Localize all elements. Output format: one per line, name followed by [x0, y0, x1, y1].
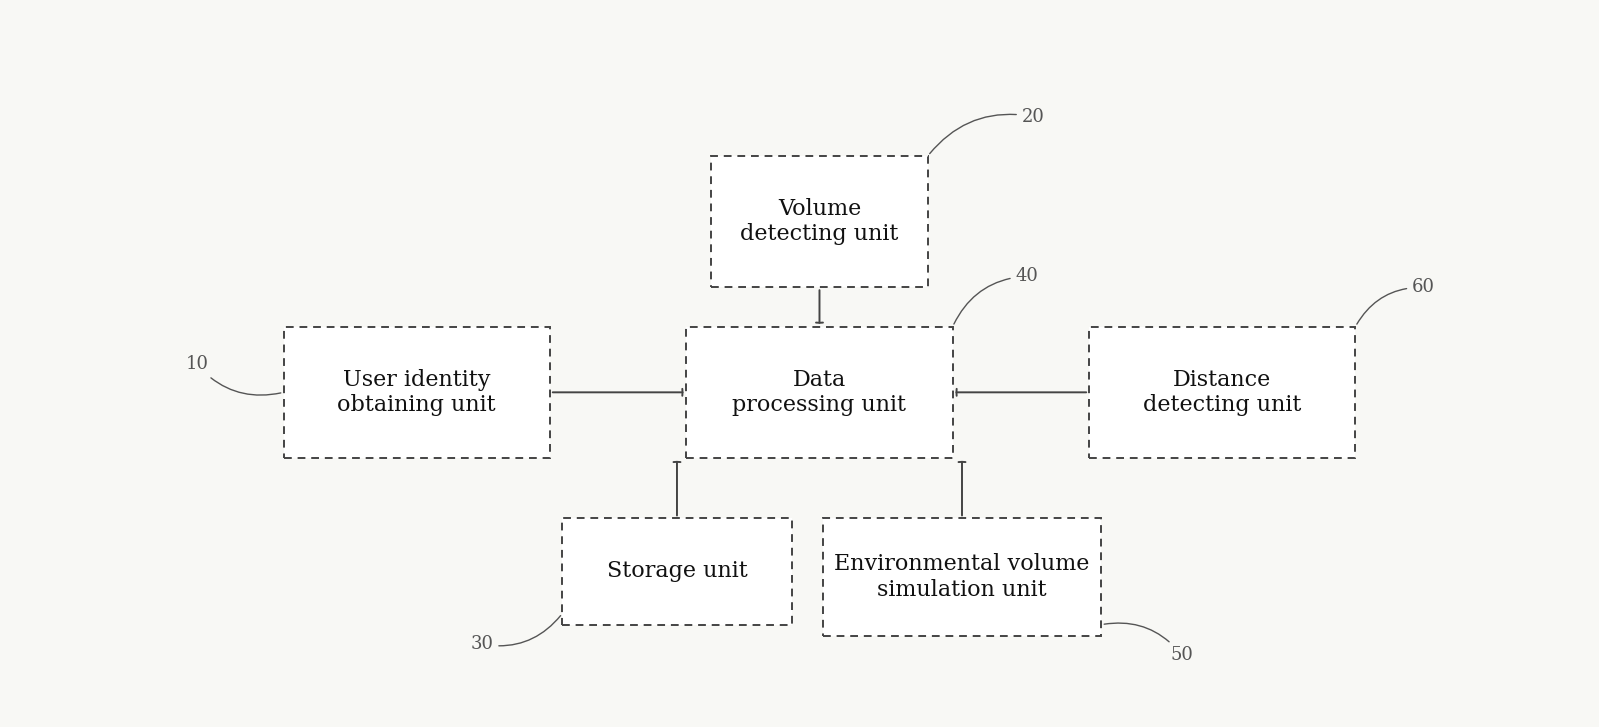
- Text: User identity
obtaining unit: User identity obtaining unit: [337, 369, 496, 416]
- Text: 30: 30: [470, 616, 561, 654]
- FancyBboxPatch shape: [283, 326, 550, 458]
- Text: Distance
detecting unit: Distance detecting unit: [1143, 369, 1302, 416]
- Text: 10: 10: [185, 356, 281, 395]
- Text: 20: 20: [929, 108, 1044, 153]
- Text: Storage unit: Storage unit: [606, 561, 747, 582]
- FancyBboxPatch shape: [822, 518, 1102, 636]
- Text: 50: 50: [1105, 623, 1193, 664]
- Text: 60: 60: [1358, 278, 1436, 324]
- Text: Data
processing unit: Data processing unit: [732, 369, 907, 416]
- Text: Environmental volume
simulation unit: Environmental volume simulation unit: [835, 553, 1089, 601]
- FancyBboxPatch shape: [1089, 326, 1356, 458]
- FancyBboxPatch shape: [686, 326, 953, 458]
- Text: 40: 40: [955, 267, 1038, 324]
- FancyBboxPatch shape: [712, 156, 927, 287]
- FancyBboxPatch shape: [563, 518, 792, 624]
- Text: Volume
detecting unit: Volume detecting unit: [740, 198, 899, 245]
